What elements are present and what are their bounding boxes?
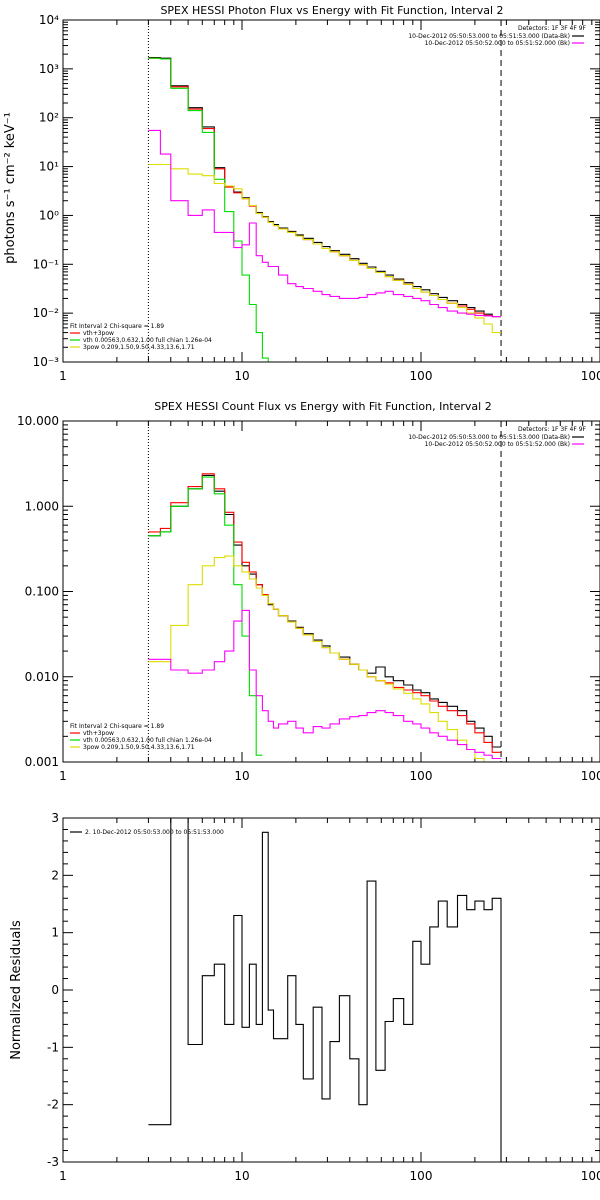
series-data-bk <box>148 474 501 748</box>
x-tick-label: 1 <box>59 1169 67 1183</box>
y-tick-label: 0.001 <box>25 755 59 769</box>
y-tick-label: 0.100 <box>25 585 59 599</box>
legend-entry-text: vth 0.00563,0.632,1.00 full chian 1.26e-… <box>83 337 212 344</box>
y-tick-label: 10¹ <box>39 160 59 174</box>
y-tick-label: 1 <box>51 926 59 940</box>
y-tick-label: -1 <box>47 1040 59 1054</box>
y-tick-label: 10⁻³ <box>33 355 60 369</box>
panel3-frame <box>62 817 600 1163</box>
legend-entry-text: 10-Dec-2012 05:50:53.000 to 05:51:53.000… <box>408 33 570 40</box>
x-tick-label: 100 <box>410 769 433 783</box>
legend-entry-text: 3pow 0.209,1.50,9.50,4.33,13.6,1.71 <box>83 344 195 351</box>
x-tick-label: 1 <box>59 369 67 383</box>
y-tick-label: 2 <box>51 868 59 882</box>
y-tick-label: 3 <box>51 811 59 825</box>
x-tick-label: 10 <box>234 1169 249 1183</box>
y-tick-label: 10⁴ <box>39 13 59 27</box>
series-vth-3pow <box>148 473 501 753</box>
legend-entry-text: 3pow 0.209,1.50,9.50,4.33,13.6,1.71 <box>83 744 195 751</box>
panel3-ylabel: Normalized Residuals <box>9 920 24 1060</box>
series-vth-3pow <box>148 57 501 318</box>
panel1-frame <box>62 19 600 363</box>
series-bk <box>148 609 501 760</box>
y-tick-label: 10⁻² <box>33 306 60 320</box>
x-tick-label: 100 <box>410 369 433 383</box>
legend-entry-text: vth+3pow <box>83 730 114 737</box>
panel1-ylabel: photons s⁻¹ cm⁻² keV⁻¹ <box>3 112 18 264</box>
panel2-frame <box>62 420 600 763</box>
y-tick-label: 10⁰ <box>39 208 59 222</box>
x-tick-label: 1 <box>59 769 67 783</box>
series-3pow <box>148 555 501 762</box>
y-tick-label: 10³ <box>39 62 59 76</box>
y-tick-label: 1.000 <box>25 499 59 513</box>
legend-fit-header: Fit Interval 2 Chi-square = 1.89 <box>70 723 164 730</box>
y-tick-label: 10⁻¹ <box>33 257 60 271</box>
series-bk <box>148 129 501 318</box>
legend-entry-text: 2. 10-Dec-2012 05:50:53.000 to 05:51:53.… <box>85 829 224 836</box>
series-3pow <box>148 163 501 334</box>
x-tick-label: 10 <box>234 369 249 383</box>
photon-flux-panel: SPEX HESSI Photon Flux vs Energy with Fi… <box>3 4 600 383</box>
legend-entry-text: 10-Dec-2012 05:50:52.000 to 05:51:52.000… <box>425 40 570 47</box>
count-flux-panel: SPEX HESSI Count Flux vs Energy with Fit… <box>17 400 600 783</box>
y-tick-label: 10² <box>39 111 59 125</box>
legend-entry-text: 10-Dec-2012 05:50:53.000 to 05:51:53.000… <box>408 434 570 441</box>
legend-fit-header: Fit Interval 2 Chi-square = 1.89 <box>70 323 164 330</box>
legend-entry-text: 10-Dec-2012 05:50:52.000 to 05:51:52.000… <box>425 441 570 448</box>
legend-detectors: Detectors: 1F 3F 4F 9F <box>518 25 587 32</box>
y-tick-label: -2 <box>47 1098 59 1112</box>
series-vth <box>148 57 274 362</box>
y-tick-label: 0.010 <box>25 670 59 684</box>
series-vth <box>148 476 263 756</box>
x-tick-label: 10 <box>234 769 249 783</box>
series-data-bk <box>148 57 501 318</box>
legend-entry-text: vth 0.00563,0.632,1.00 full chian 1.26e-… <box>83 737 212 744</box>
panel1-title: SPEX HESSI Photon Flux vs Energy with Fi… <box>160 4 503 17</box>
y-tick-label: -3 <box>47 1155 59 1169</box>
legend-entry-text: vth+3pow <box>83 330 114 337</box>
legend-detectors: Detectors: 1F 3F 4F 9F <box>518 426 587 433</box>
x-tick-label: 100 <box>410 1169 433 1183</box>
y-tick-label: 10.000 <box>17 414 59 428</box>
series-2-10-dec-2012-05-50-53-000-to-05-51-53-000 <box>148 818 502 1162</box>
panel2-title: SPEX HESSI Count Flux vs Energy with Fit… <box>154 400 491 413</box>
y-tick-label: 0 <box>51 983 59 997</box>
